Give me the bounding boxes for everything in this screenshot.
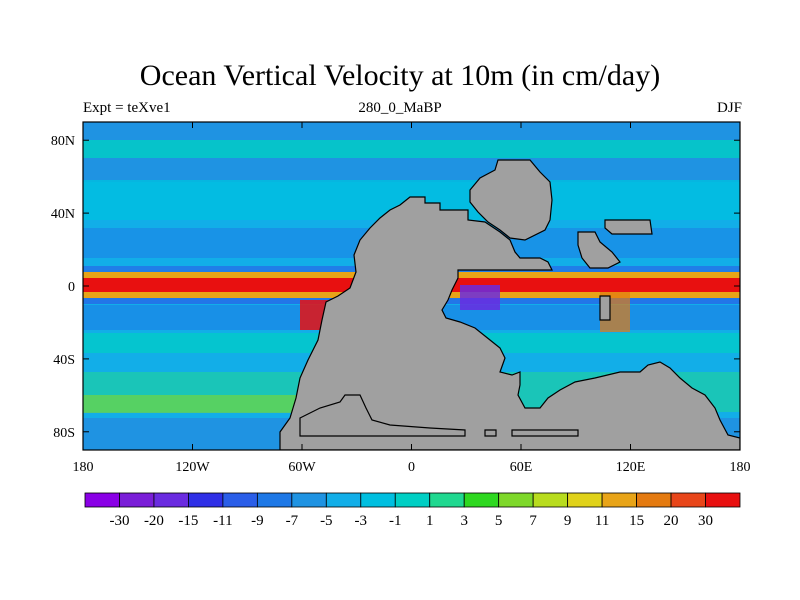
antarctic-west-landmass (299, 394, 466, 437)
colorbar-label: -15 (178, 513, 198, 529)
colorbar-swatch (601, 492, 637, 508)
colorbar-swatch (291, 492, 327, 508)
season-label: DJF (716, 100, 742, 116)
colorbar-label: -11 (213, 513, 232, 529)
colorbar-swatch (222, 492, 258, 508)
x-tick-label: 0 (408, 460, 415, 475)
colorbar-label: 20 (664, 513, 679, 529)
east-small-island (599, 295, 611, 321)
colorbar-swatch (636, 492, 672, 508)
colorbar-swatch (567, 492, 603, 508)
colorbar-label: 9 (564, 513, 572, 529)
colorbar-label: 5 (495, 513, 503, 529)
x-tick-label: 60E (510, 460, 533, 475)
colorbar-swatch (84, 492, 120, 508)
x-tick-label: 120E (616, 460, 646, 475)
experiment-label: Expt = teXve1 (83, 100, 171, 116)
colorbar-label: 11 (595, 513, 609, 529)
colorbar-swatch (429, 492, 465, 508)
land-masses (279, 159, 740, 450)
y-tick-label: 40S (53, 353, 75, 368)
colorbar-swatch (325, 492, 362, 508)
colorbar-swatch (463, 492, 500, 508)
chart-title: Ocean Vertical Velocity at 10m (in cm/da… (139, 59, 661, 92)
colorbar-swatch (153, 492, 189, 508)
colorbar-label: -7 (286, 513, 299, 529)
x-tick-label: 180 (73, 460, 94, 475)
y-tick-label: 40N (51, 207, 75, 222)
colorbar-label: 7 (529, 513, 537, 529)
colorbar-label: 30 (698, 513, 713, 529)
colorbar-swatch (119, 492, 155, 508)
period-label: 280_0_MaBP (358, 100, 442, 116)
colorbar-swatch (256, 492, 293, 508)
y-axis: 80N 40N 0 40S 80S (51, 134, 740, 441)
colorbar-swatch (498, 492, 534, 508)
y-tick-label: 80N (51, 134, 75, 149)
colorbar: -30 -20 -15 -11 -9 -7 -5 -3 -1 1 3 5 7 9 11 15 20 30 (84, 492, 741, 529)
colorbar-label: -3 (355, 513, 368, 529)
x-tick-label: 180 (730, 460, 751, 475)
colorbar-swatch (188, 492, 224, 508)
colorbar-label: -30 (109, 513, 129, 529)
antarctic-small-patch (484, 429, 497, 437)
colorbar-swatch (360, 492, 396, 508)
east-strip-north (604, 219, 653, 235)
colorbar-label: 1 (426, 513, 434, 529)
x-tick-label: 60W (288, 460, 316, 475)
colorbar-label: -20 (144, 513, 164, 529)
east-island-north (577, 231, 621, 269)
pangaea-west-landmass (279, 196, 740, 450)
colorbar-swatch (670, 492, 706, 508)
colorbar-label: -1 (389, 513, 402, 529)
x-tick-label: 120W (175, 460, 210, 475)
colorbar-swatch (705, 492, 741, 508)
northeast-landmass (469, 159, 553, 241)
y-tick-label: 80S (53, 426, 75, 441)
subpolar-upwelling-band (83, 140, 740, 158)
colorbar-label: -9 (251, 513, 264, 529)
colorbar-swatch (394, 492, 431, 508)
southern-green-patch (83, 395, 323, 413)
colorbar-label: 15 (629, 513, 644, 529)
y-tick-label: 0 (68, 280, 75, 295)
antarctic-east-strip (511, 429, 579, 437)
colorbar-label: -5 (320, 513, 333, 529)
x-axis: 180 120W 60W 0 60E 120E 180 (73, 122, 751, 475)
colorbar-swatch (532, 492, 569, 508)
colorbar-label: 3 (460, 513, 468, 529)
coastal-downwelling-east (460, 285, 500, 310)
